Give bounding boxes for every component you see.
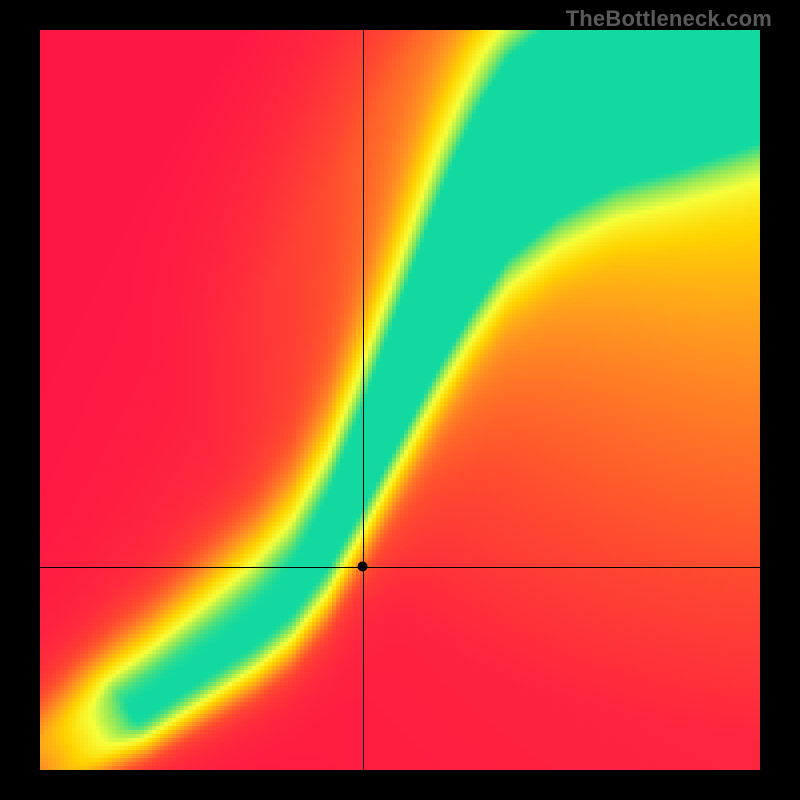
watermark-text: TheBottleneck.com <box>566 6 772 32</box>
overlay-canvas <box>0 0 800 800</box>
chart-container: TheBottleneck.com <box>0 0 800 800</box>
